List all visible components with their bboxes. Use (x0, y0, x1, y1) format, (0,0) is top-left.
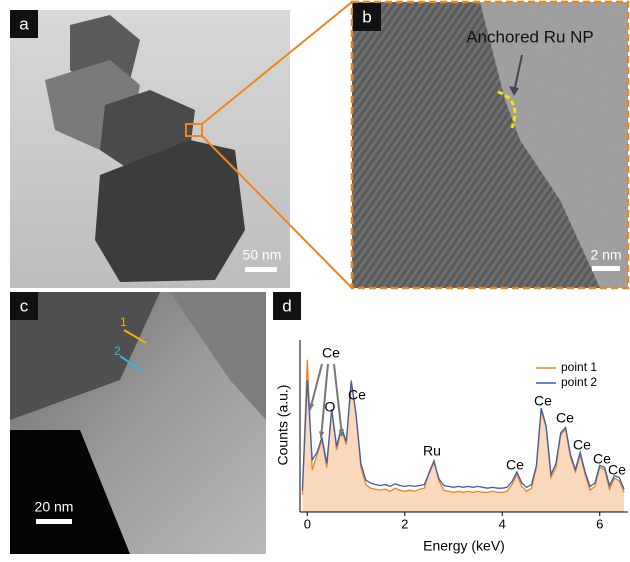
particle (95, 140, 245, 282)
peak-label: Ru (423, 443, 441, 459)
peak-label: Ce (573, 437, 591, 453)
panel-c: 1 2 c 20 nm (10, 292, 266, 554)
panel-b: Anchored Ru NP b 2 nm (350, 0, 630, 290)
panel-label-box (273, 292, 301, 320)
legend-label: point 2 (561, 375, 597, 389)
peak-label: O (325, 399, 336, 415)
region (170, 292, 266, 420)
scale-bar-label: 50 nm (243, 247, 282, 263)
arrow (123, 329, 147, 344)
peak-label: Ce (348, 387, 366, 403)
point-label: 2 (114, 344, 121, 358)
x-tick-label: 2 (401, 516, 408, 531)
arrowhead (338, 429, 344, 436)
panel-a: a 50 nm (10, 10, 290, 288)
arrowhead (318, 431, 325, 438)
area (302, 359, 625, 512)
series-line (301, 380, 625, 491)
peak-label: Ce (322, 345, 340, 361)
arrow (320, 363, 329, 439)
peak-label: Ce (556, 410, 574, 426)
frame (350, 0, 630, 290)
panel-label: c (20, 296, 29, 315)
peak-label: Ce (534, 393, 552, 409)
point-label: 1 (120, 315, 127, 329)
arrow (119, 355, 143, 372)
x-tick-label: 4 (499, 516, 506, 531)
region (10, 292, 160, 420)
panel-label-box (353, 3, 381, 31)
panel-label: b (362, 7, 371, 26)
legend-label: point 1 (561, 360, 597, 374)
scale-bar (245, 267, 277, 272)
peak-label: Ce (506, 457, 524, 473)
arrow (333, 363, 343, 437)
panel-label: d (282, 296, 291, 315)
panel-label: a (19, 14, 29, 33)
panel-label-box (10, 10, 38, 38)
scale-bar-label: 2 nm (590, 247, 621, 263)
panel-d: d Energy (keV) Counts (a.u.) 0 2 4 6 point 1… (273, 292, 628, 554)
zoom-line (201, 1, 353, 125)
x-axis-title: Energy (keV) (423, 538, 505, 554)
x-tick-label: 6 (596, 516, 603, 531)
zoom-box (185, 123, 203, 137)
np-outline (497, 90, 517, 129)
scale-bar-label: 20 nm (35, 499, 74, 515)
arrow (513, 54, 523, 93)
y-axis-title: Counts (a.u.) (275, 385, 291, 466)
annotation: Anchored Ru NP (466, 27, 594, 46)
x-tick-label: 0 (304, 516, 311, 531)
peak-label: Ce (593, 451, 611, 467)
arrowhead (509, 86, 519, 96)
scale-bar (592, 266, 620, 271)
arrowhead (308, 403, 315, 410)
peak-label: Ce (608, 462, 626, 478)
zoom-line (201, 135, 353, 289)
arrow (309, 363, 323, 411)
scale-bar (36, 519, 72, 524)
panel-label-box (10, 292, 38, 320)
